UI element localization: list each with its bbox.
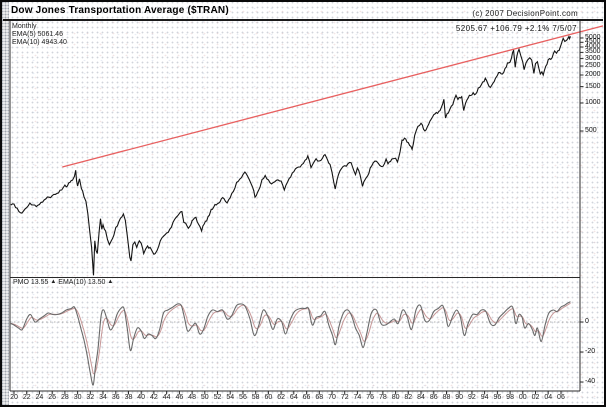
last-quote-text: 5205.67 +106.79 +2.1% 7/5/07 (455, 24, 577, 33)
chart-title: Dow Jones Transportation Average ($TRAN) (11, 5, 229, 16)
timeframe-label: Monthly (12, 23, 37, 30)
pmo-ema-up-arrow-icon: ▲ (107, 279, 114, 285)
scan-artifact-strip (1, 1, 9, 406)
pmo-up-arrow-icon: ▲ (50, 279, 57, 285)
pmo-value-label: PMO 13.55 (13, 279, 49, 286)
pmo-ema-value-label: EMA(10) 13.50 (58, 279, 106, 286)
title-rule (3, 19, 603, 21)
copyright-text: (c) 2007 DecisionPoint.com (472, 9, 578, 18)
ema5-label: EMA(5) 5061.46 (12, 31, 63, 38)
pmo-legend: PMO 13.55 ▲ EMA(10) 13.50 ▲ (13, 279, 113, 286)
ema10-label: EMA(10) 4943.40 (12, 39, 67, 46)
price-legend: Monthly EMA(5) 5061.46 EMA(10) 4943.40 (12, 23, 67, 47)
